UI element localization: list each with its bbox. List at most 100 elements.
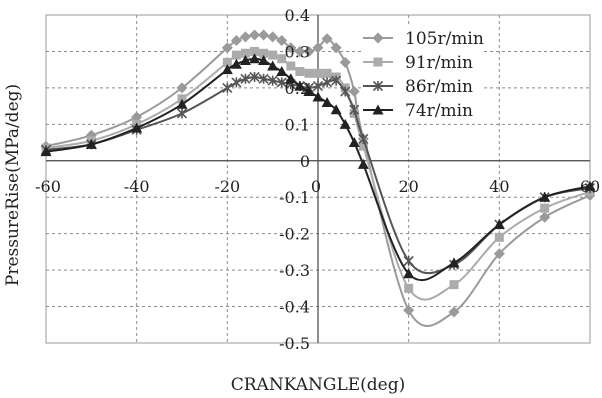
legend-label: 105r/min — [405, 29, 484, 49]
data-point — [230, 58, 242, 69]
legend-item: 86r/min — [361, 75, 481, 97]
data-point — [448, 306, 460, 318]
data-point — [285, 73, 297, 84]
data-point — [349, 104, 360, 115]
data-point — [249, 71, 260, 83]
y-tick-label: -0.2 — [279, 225, 310, 244]
data-point — [230, 35, 242, 47]
x-tick-label: 20 — [398, 177, 418, 196]
series-74r/min — [40, 53, 596, 282]
series-group — [40, 29, 596, 327]
data-point — [222, 57, 232, 67]
y-tick-label: 0.1 — [285, 115, 310, 134]
data-point — [312, 81, 324, 92]
legend-label: 91r/min — [405, 53, 473, 73]
legend: 105r/min 91r/min 86r/min 74r/min — [361, 27, 484, 121]
y-axis-label: PressureRise(MPa/deg) — [3, 84, 23, 286]
data-point — [231, 50, 241, 60]
legend-item: 91r/min — [361, 51, 481, 73]
data-point — [312, 91, 324, 102]
y-tick-label: 0 — [300, 152, 310, 171]
data-point — [303, 45, 315, 57]
data-point — [303, 86, 315, 97]
data-point — [276, 77, 287, 88]
legend-item: 105r/min — [361, 27, 484, 49]
data-point — [222, 82, 233, 93]
data-point — [321, 33, 333, 45]
data-point — [321, 96, 333, 107]
data-point — [240, 48, 250, 58]
data-point — [258, 29, 270, 41]
data-point — [539, 191, 551, 202]
data-point — [267, 75, 278, 86]
data-point — [295, 66, 305, 76]
data-point — [493, 219, 505, 230]
data-point — [286, 61, 296, 71]
legend-bg — [361, 27, 481, 48]
y-tick-label: -0.4 — [279, 298, 310, 317]
x-tick-label: -20 — [214, 177, 240, 196]
legend-label: 86r/min — [405, 77, 473, 97]
data-point — [304, 68, 314, 78]
data-point — [131, 111, 143, 123]
data-point — [239, 55, 251, 66]
data-point — [358, 133, 369, 144]
y-tick-label: 0.3 — [285, 42, 310, 61]
data-point — [330, 104, 342, 115]
data-point — [348, 137, 360, 148]
legend-bg — [361, 51, 481, 72]
tick-labels: -0.5-0.4-0.3-0.2-0.100.10.20.30.4-60 -40-… — [35, 6, 600, 353]
data-point — [339, 56, 351, 68]
data-point — [358, 141, 368, 151]
data-point — [249, 53, 261, 64]
x-tick-label: 40 — [489, 177, 509, 196]
x-tick-label: -60 — [35, 177, 61, 196]
data-point — [493, 248, 505, 260]
data-point — [494, 232, 504, 242]
data-point — [348, 86, 360, 98]
data-point — [312, 42, 324, 54]
data-point — [448, 257, 460, 268]
data-point — [313, 68, 323, 78]
series-105r/min — [40, 29, 596, 327]
x-tick-label: 60 — [580, 177, 600, 196]
data-point — [267, 60, 279, 71]
legend-item: 74r/min — [361, 99, 481, 121]
y-tick-label: -0.3 — [279, 261, 310, 280]
data-point — [258, 55, 270, 66]
data-point — [285, 42, 297, 54]
data-point — [267, 31, 279, 43]
legend-marker — [372, 80, 384, 92]
data-point — [340, 86, 351, 97]
data-point — [331, 75, 342, 86]
legend-bg — [361, 99, 481, 120]
data-point — [258, 73, 269, 84]
data-point — [250, 46, 260, 56]
data-point — [322, 77, 333, 88]
data-point — [330, 42, 342, 54]
data-point — [240, 73, 251, 84]
y-tick-label: -0.5 — [279, 334, 310, 353]
data-point — [276, 65, 288, 76]
data-point — [357, 158, 369, 169]
x-tick-label: 0 — [311, 177, 321, 196]
data-point — [221, 42, 233, 54]
data-point — [294, 80, 306, 91]
data-point — [276, 35, 288, 47]
data-point — [131, 122, 143, 133]
data-point — [239, 31, 251, 43]
data-point — [249, 29, 261, 41]
legend-marker — [372, 104, 384, 115]
data-point — [404, 283, 414, 293]
data-point — [231, 77, 242, 88]
data-point — [584, 180, 596, 191]
data-point — [259, 48, 269, 58]
data-point — [449, 280, 459, 290]
data-point — [85, 138, 97, 149]
data-point — [294, 45, 306, 57]
data-point — [40, 146, 52, 157]
data-point — [403, 304, 415, 316]
data-point — [176, 82, 188, 94]
data-point — [403, 255, 414, 267]
data-point — [540, 203, 550, 213]
